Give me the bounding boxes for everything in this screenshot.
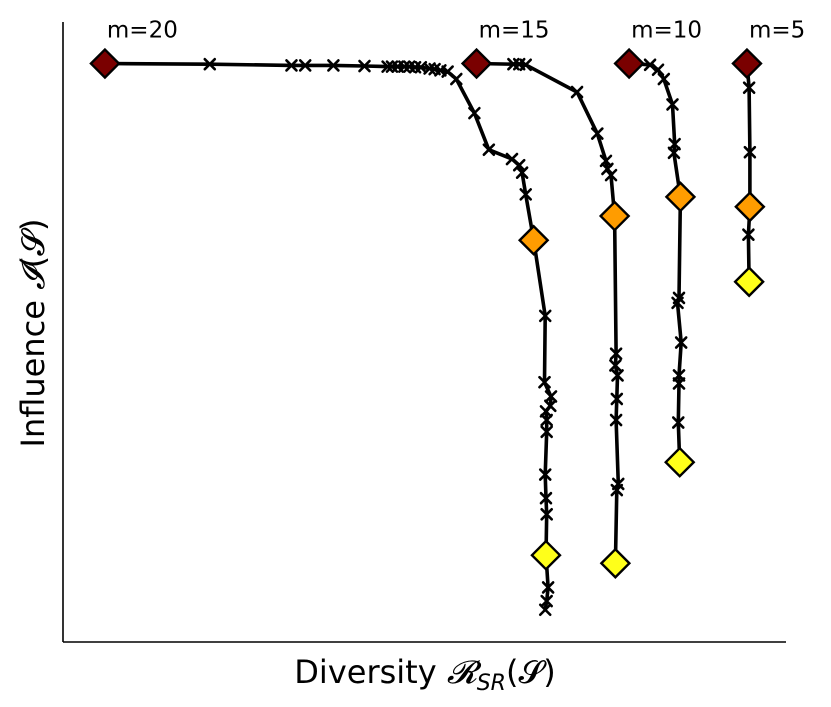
cross-marker xyxy=(672,377,686,390)
x-axis-label-suffix: (𝓢) xyxy=(506,653,556,691)
series-label-m-5: m=5 xyxy=(749,18,805,44)
diamond-marker xyxy=(599,547,632,579)
diamond-marker xyxy=(613,47,645,80)
cross-marker xyxy=(515,166,529,179)
cross-marker xyxy=(540,507,553,521)
cross-marker xyxy=(538,309,552,323)
series-m-15 xyxy=(460,47,632,579)
cross-marker xyxy=(450,72,463,86)
cross-marker xyxy=(604,168,618,182)
cross-marker xyxy=(610,483,624,497)
diamond-marker xyxy=(530,539,562,571)
diamond-marker xyxy=(664,446,696,478)
y-axis-label: Influence 𝓘(𝓢) xyxy=(14,219,52,448)
cross-marker xyxy=(671,416,685,429)
y-axis-label-suffix: (𝓢) xyxy=(14,219,52,269)
x-axis-label-symbol: 𝓡 xyxy=(447,653,482,691)
cross-marker xyxy=(482,143,496,157)
cross-marker xyxy=(298,59,312,72)
cross-marker xyxy=(671,296,684,310)
series-label-m-15: m=15 xyxy=(479,18,550,44)
series-line-m-5 xyxy=(745,61,752,284)
cross-marker xyxy=(519,58,533,72)
series-label-m-10: m=10 xyxy=(631,18,702,44)
series-labels: m=20 m=15 m=10 m=5 xyxy=(107,18,805,44)
diamond-marker xyxy=(664,181,697,213)
cross-marker xyxy=(667,146,681,160)
cross-marker xyxy=(327,59,340,72)
x-axis-label-subscript: SR xyxy=(477,671,506,696)
axes xyxy=(62,22,786,643)
cross-marker xyxy=(540,425,553,439)
diamond-marker xyxy=(460,47,493,80)
y-axis-label-prefix: Influence xyxy=(14,290,52,448)
cross-marker xyxy=(203,57,217,71)
cross-marker xyxy=(541,581,555,594)
cross-marker xyxy=(657,72,671,86)
cross-marker xyxy=(609,413,623,427)
series-m-5 xyxy=(731,47,766,298)
cross-marker xyxy=(590,127,604,140)
cross-marker xyxy=(601,162,614,176)
cross-marker xyxy=(540,413,553,427)
diamond-marker xyxy=(598,200,631,232)
cross-marker xyxy=(512,158,526,172)
cross-marker xyxy=(538,603,552,617)
cross-marker xyxy=(609,347,623,361)
cross-marker xyxy=(538,375,551,389)
diamond-marker xyxy=(734,191,766,223)
x-axis-label-prefix: Diversity xyxy=(294,653,447,691)
diamond-marker xyxy=(731,47,763,80)
cross-marker xyxy=(358,59,371,73)
series-layer xyxy=(89,47,766,617)
cross-marker xyxy=(381,60,394,73)
cross-marker xyxy=(610,392,624,406)
cross-marker xyxy=(674,336,688,349)
cross-marker xyxy=(544,390,558,403)
cross-marker xyxy=(611,369,624,382)
cross-marker xyxy=(539,491,553,505)
cross-marker xyxy=(519,188,533,201)
cross-marker xyxy=(570,85,584,99)
cross-marker xyxy=(651,63,665,77)
cross-marker xyxy=(743,145,757,159)
cross-marker xyxy=(742,81,756,95)
cross-marker xyxy=(666,98,679,111)
cross-marker xyxy=(742,228,755,241)
diamond-marker xyxy=(733,266,765,298)
series-m-10 xyxy=(613,47,697,478)
cross-marker xyxy=(285,59,298,72)
cross-marker xyxy=(468,106,481,120)
series-m-20 xyxy=(89,47,562,617)
diamond-marker xyxy=(517,224,550,256)
x-axis-label: Diversity 𝓡SR(𝓢) xyxy=(294,653,555,696)
diamond-marker xyxy=(89,47,121,80)
cross-marker xyxy=(643,58,657,72)
series-label-m-20: m=20 xyxy=(107,18,178,44)
cross-marker xyxy=(609,359,622,372)
cross-marker xyxy=(538,468,552,481)
